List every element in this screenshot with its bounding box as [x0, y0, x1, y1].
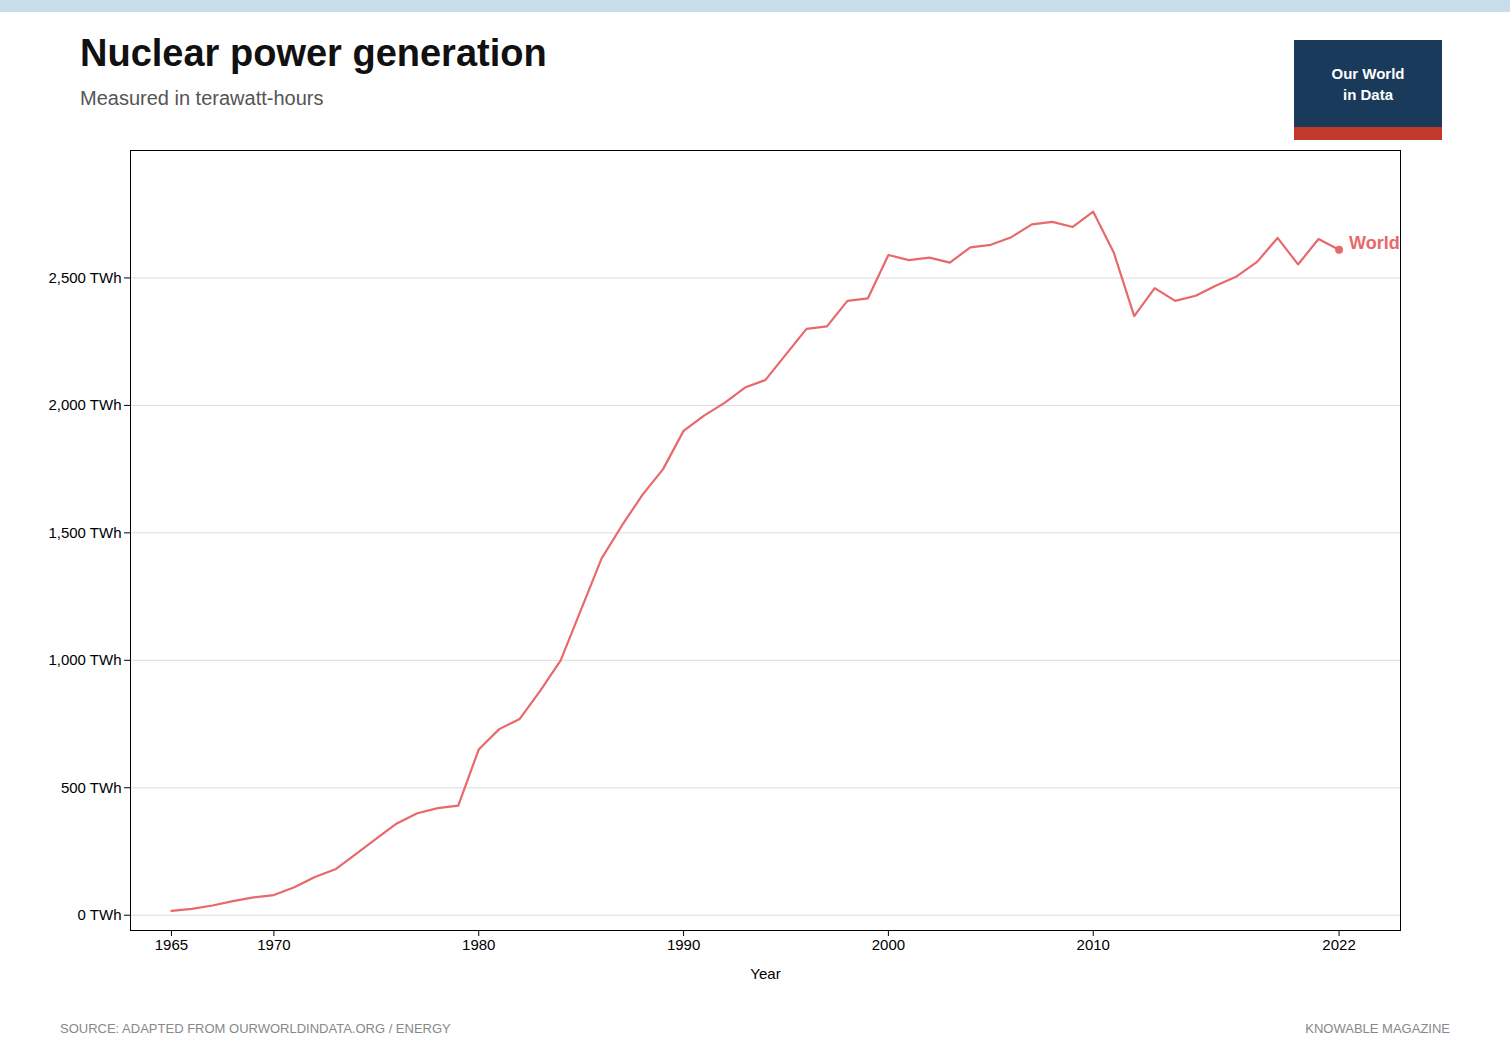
svg-text:2,000 TWh: 2,000 TWh	[48, 396, 121, 413]
svg-text:1,000 TWh: 1,000 TWh	[48, 651, 121, 668]
svg-text:1,500 TWh: 1,500 TWh	[48, 524, 121, 541]
svg-text:2000: 2000	[872, 936, 905, 953]
svg-text:1970: 1970	[257, 936, 290, 953]
svg-text:2010: 2010	[1077, 936, 1110, 953]
svg-text:1965: 1965	[155, 936, 188, 953]
svg-text:1980: 1980	[462, 936, 495, 953]
svg-text:Year: Year	[750, 965, 780, 982]
svg-text:2022: 2022	[1322, 936, 1355, 953]
html-text:Our World: Our World	[1331, 64, 1405, 82]
svg-text:1990: 1990	[667, 936, 700, 953]
svg-text:World: World	[1349, 233, 1400, 253]
html-text:in Data: in Data	[1343, 85, 1393, 103]
html-text:Measured in terawatt-hours: Measured in terawatt-hours	[80, 87, 324, 109]
html-text:KNOWABLE MAGAZINE: KNOWABLE MAGAZINE	[1305, 1021, 1450, 1036]
html-text:Nuclear power generation: Nuclear power generation	[80, 32, 547, 74]
html-text:SOURCE: ADAPTED FROM OURWORLDI: SOURCE: ADAPTED FROM OURWORLDINDATA.ORG …	[60, 1021, 451, 1036]
svg-text:2,500 TWh: 2,500 TWh	[48, 269, 121, 286]
svg-text:500 TWh: 500 TWh	[61, 779, 122, 796]
svg-text:0 TWh: 0 TWh	[78, 906, 122, 923]
